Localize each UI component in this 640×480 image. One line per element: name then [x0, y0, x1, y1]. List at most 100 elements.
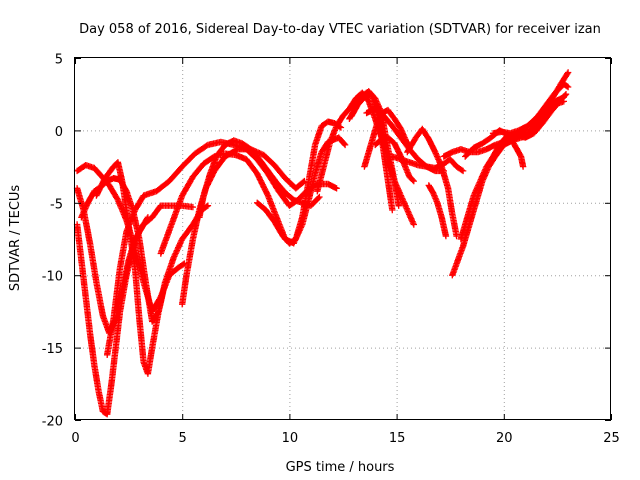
data-marker-segment — [183, 237, 196, 279]
data-marker-segment — [517, 122, 532, 137]
data-marker-segment — [114, 159, 125, 183]
data-marker-segment — [281, 175, 298, 191]
data-marker-segment — [86, 329, 98, 367]
data-marker-segment — [93, 176, 108, 199]
data-marker-segment — [556, 91, 570, 105]
data-marker-segment — [136, 315, 147, 364]
data-marker-segment — [91, 361, 102, 393]
chart-title: Day 058 of 2016, Sidereal Day-to-day VTE… — [79, 22, 601, 37]
series-arc-25 — [509, 80, 572, 143]
series-arc-19 — [425, 182, 450, 240]
data-marker-segment — [459, 222, 473, 250]
data-marker-segment — [397, 192, 410, 212]
data-marker-segment — [155, 280, 168, 315]
data-marker-segment — [286, 236, 298, 247]
data-marker-segment — [86, 240, 100, 285]
data-marker-segment — [123, 208, 138, 235]
x-tick-label: 5 — [179, 431, 187, 446]
data-marker-segment — [221, 146, 240, 160]
data-marker-segment — [511, 141, 524, 159]
data-marker-segment — [462, 145, 476, 160]
data-marker-segment — [91, 164, 103, 178]
data-marker-segment — [149, 309, 162, 351]
data-marker-segment — [179, 222, 196, 243]
y-tick-label: -5 — [50, 197, 63, 212]
data-marker-segment — [466, 201, 479, 228]
data-marker-segment — [144, 345, 156, 377]
data-marker-segment — [271, 218, 286, 238]
data-marker-segment — [320, 140, 333, 170]
data-points — [73, 69, 572, 418]
data-marker-segment — [95, 387, 106, 413]
data-marker-segment — [346, 96, 359, 112]
data-marker-segment — [509, 130, 523, 143]
data-marker-segment — [479, 135, 493, 147]
data-marker-segment — [470, 179, 483, 199]
data-marker-segment — [333, 114, 346, 130]
data-marker-segment — [380, 148, 391, 183]
data-marker-segment — [391, 115, 404, 131]
data-marker-segment — [153, 178, 172, 195]
data-marker-segment — [539, 109, 554, 127]
data-marker-segment — [168, 193, 185, 228]
series-arc-17 — [404, 125, 460, 240]
data-marker-segment — [311, 150, 325, 177]
data-marker-segment — [365, 135, 376, 156]
data-marker-segment — [191, 142, 210, 157]
x-tick-label: 15 — [389, 431, 406, 446]
data-marker-segment — [239, 140, 253, 152]
data-marker-segment — [179, 151, 198, 170]
data-marker-segment — [470, 140, 485, 151]
data-marker-segment — [326, 124, 340, 146]
data-marker-segment — [404, 206, 417, 228]
data-marker-segment — [123, 188, 136, 212]
data-marker-segment — [404, 135, 419, 156]
series-arc-22 — [457, 91, 570, 243]
data-marker-segment — [419, 125, 432, 141]
data-marker-segment — [161, 256, 177, 286]
data-marker-segment — [166, 164, 185, 185]
data-marker-segment — [108, 346, 119, 387]
axis-ticks: 0 5 10 15 20 25 -20 -15 -10 -5 0 5 — [42, 53, 620, 447]
x-tick-label: 20 — [496, 431, 513, 446]
data-marker-segment — [131, 264, 143, 321]
data-marker-segment — [384, 177, 396, 214]
y-tick-label: -20 — [42, 415, 63, 430]
series-arc-18 — [389, 153, 467, 175]
data-marker-segment — [314, 164, 327, 195]
data-marker-segment — [384, 134, 397, 146]
data-marker-segment — [526, 113, 541, 128]
data-marker-segment — [116, 273, 130, 315]
data-marker-segment — [307, 193, 323, 209]
data-marker-segment — [110, 266, 123, 322]
y-tick-label: -10 — [42, 270, 63, 285]
data-marker-segment — [254, 170, 271, 198]
data-marker-segment — [254, 199, 268, 213]
data-marker-segment — [453, 244, 466, 267]
data-marker-segment — [348, 102, 361, 120]
data-marker-segment — [354, 94, 367, 108]
data-marker-segment — [335, 134, 349, 149]
data-marker-segment — [84, 189, 97, 206]
data-marker-segment — [558, 69, 572, 86]
data-marker-segment — [526, 118, 541, 135]
data-marker-segment — [324, 180, 340, 192]
data-marker-segment — [367, 91, 378, 107]
data-marker-segment — [305, 143, 318, 185]
data-marker-segment — [464, 193, 477, 221]
data-marker-segment — [179, 202, 197, 211]
data-marker-segment — [560, 80, 572, 91]
data-marker-segment — [299, 179, 312, 221]
data-marker-segment — [361, 150, 372, 170]
data-marker-segment — [292, 177, 308, 192]
data-marker-segment — [243, 156, 260, 176]
data-marker-segment — [447, 156, 459, 169]
data-marker-segment — [406, 173, 417, 185]
series-arc-16 — [361, 106, 413, 170]
data-marker-segment — [149, 203, 164, 221]
data-marker-segment — [112, 309, 123, 351]
data-marker-segment — [311, 124, 325, 149]
plot-frame — [74, 57, 611, 420]
data-marker-segment — [434, 199, 445, 219]
